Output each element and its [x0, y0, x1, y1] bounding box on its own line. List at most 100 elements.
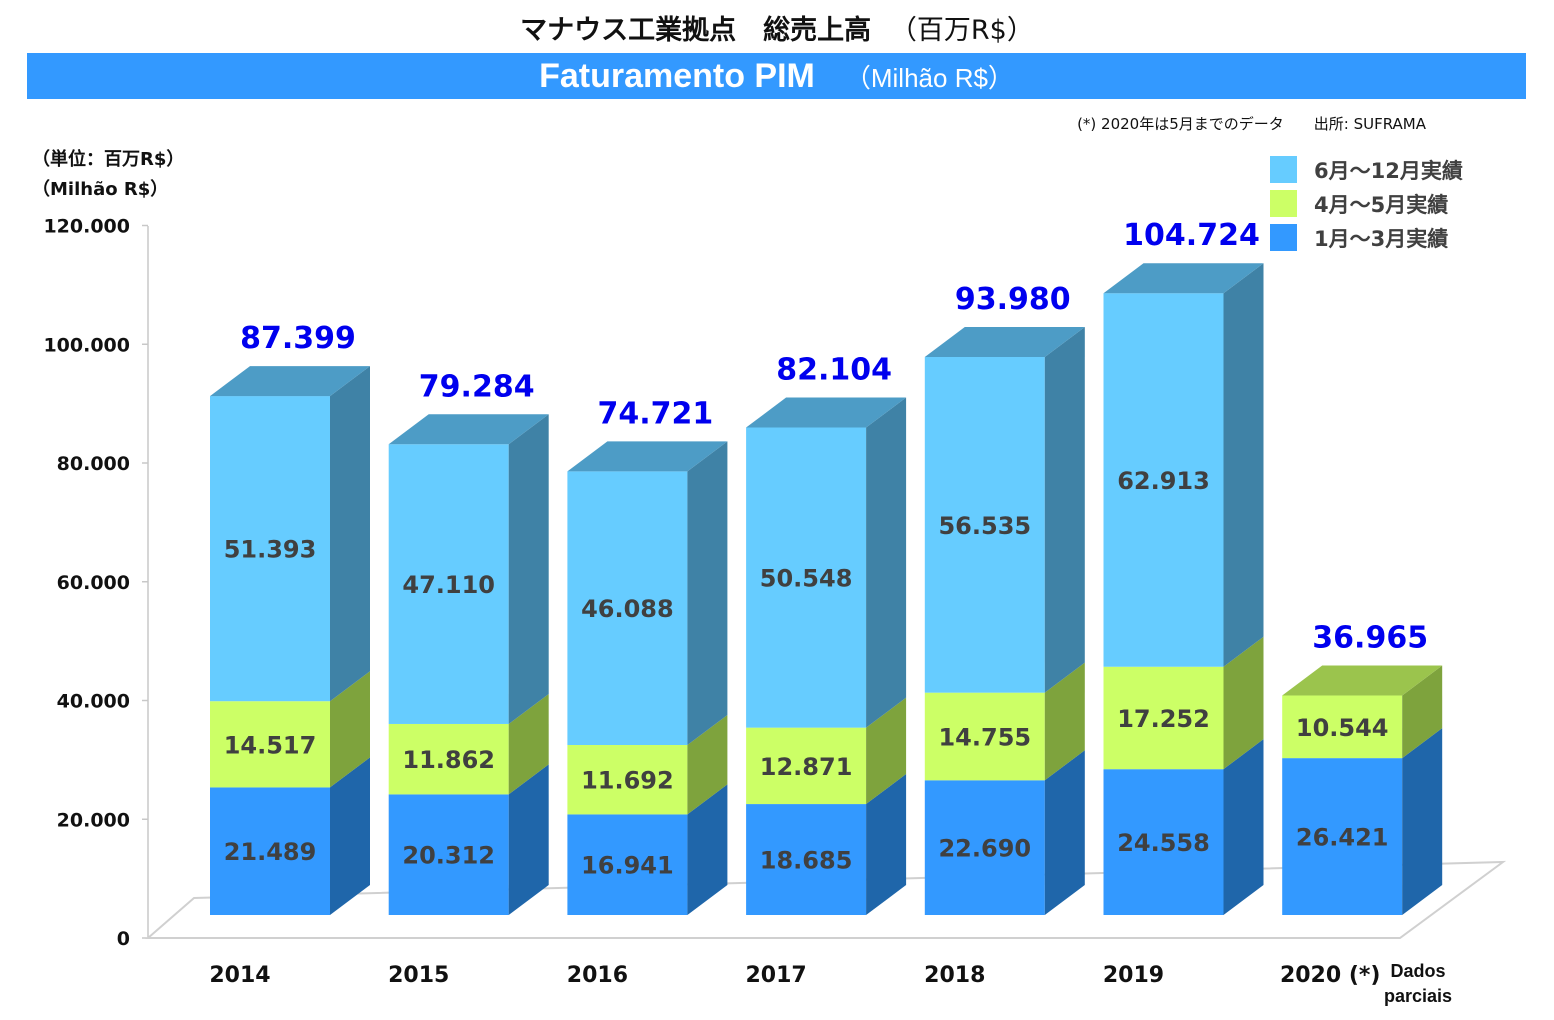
data-label: 20.312: [402, 842, 495, 870]
data-label: 26.421: [1296, 824, 1389, 852]
bar-segment: [210, 701, 330, 788]
bar-segment: [924, 692, 1045, 781]
legend-swatch: [1270, 224, 1297, 251]
bar-segment: [567, 471, 688, 745]
x-tick-label: 2018: [924, 963, 985, 988]
data-label: 16.941: [581, 852, 674, 880]
x-tick-label: 2016: [567, 963, 628, 988]
bar-top: [1282, 665, 1443, 696]
data-label: 22.690: [938, 835, 1031, 863]
data-label: 10.544: [1296, 714, 1389, 742]
bar-segment: [746, 427, 867, 728]
total-label: 104.724: [1123, 218, 1260, 253]
bar-segment: [1282, 758, 1403, 915]
x-tick-label: 2020 (*): [1280, 963, 1381, 988]
y-tick-label: 40.000: [57, 691, 130, 713]
data-label: 46.088: [581, 595, 674, 623]
y-tick-label: 80.000: [57, 453, 130, 475]
bar-top: [210, 366, 370, 397]
chart-title: マナウス工業拠点 総売上高 （百万R$）: [0, 8, 1554, 47]
bar-segment: [388, 444, 509, 724]
x-tick-label: 2017: [745, 963, 806, 988]
bar-side: [1402, 728, 1443, 915]
data-label: 14.755: [938, 723, 1031, 751]
y-tick-label: 0: [117, 928, 130, 950]
total-label: 79.284: [419, 369, 535, 404]
unit-label-jp: （単位：百万R$）: [32, 149, 185, 170]
bar-side: [866, 774, 907, 915]
total-label: 93.980: [955, 282, 1071, 317]
data-label: 14.517: [224, 731, 317, 759]
y-tick-label: 120.000: [43, 216, 130, 238]
bar-segment: [567, 744, 688, 815]
bar-side: [1223, 263, 1264, 667]
bar-segment: [1103, 769, 1224, 915]
bar-segment: [924, 356, 1045, 693]
bar-segment: [1103, 293, 1224, 667]
y-tick-label: 60.000: [57, 572, 130, 594]
banner-title: Faturamento PIM: [539, 57, 815, 95]
data-label: 11.692: [581, 767, 674, 795]
bar-side: [687, 441, 728, 745]
chart-title-unit: （百万R$）: [889, 15, 1034, 46]
bar-segment: [924, 780, 1045, 915]
x-tick-label: 2019: [1103, 963, 1164, 988]
bar-side: [1223, 636, 1264, 770]
legend-label: 6月～12月実績: [1314, 159, 1463, 183]
data-label: 24.558: [1117, 829, 1210, 857]
bar-top: [1103, 263, 1264, 294]
bar-segment: [1103, 666, 1224, 770]
banner-subtitle: （Milhão R$）: [844, 63, 1014, 93]
bar-side: [1402, 665, 1443, 759]
legend-swatch: [1270, 190, 1297, 217]
data-label: 11.862: [402, 746, 495, 774]
bar-side: [330, 757, 370, 915]
data-label: 51.393: [224, 536, 317, 564]
y-tick-label: 100.000: [43, 334, 130, 356]
data-label: 50.548: [760, 565, 853, 593]
data-label: 12.871: [760, 753, 853, 781]
total-label: 36.965: [1312, 621, 1428, 656]
data-label: 17.252: [1117, 705, 1210, 733]
data-label: 56.535: [938, 512, 1031, 540]
legend-label: 1月～3月実績: [1314, 227, 1448, 251]
bar-segment: [746, 727, 867, 805]
bar-top: [388, 414, 549, 445]
bar-segment: [388, 723, 509, 795]
bar-segment: [210, 787, 330, 915]
bar-side: [1044, 662, 1085, 781]
total-label: 74.721: [598, 396, 714, 431]
bar-side: [508, 693, 549, 795]
data-label: 18.685: [760, 847, 853, 875]
bar-side: [687, 784, 728, 915]
total-label: 82.104: [776, 353, 892, 388]
bar-segment: [1282, 695, 1403, 759]
total-label: 87.399: [240, 321, 356, 356]
y-tick-label: 20.000: [57, 809, 130, 831]
bar-side: [1044, 326, 1085, 693]
unit-label-pt: （Milhão R$）: [32, 179, 169, 200]
bar-segment: [746, 804, 867, 915]
x-note-line1: Dados: [1390, 961, 1445, 981]
legend-swatch: [1270, 156, 1297, 183]
bar-side: [330, 366, 370, 702]
source-note: (*) 2020年は5月までのデータ 出所: SUFRAMA: [1077, 115, 1426, 133]
bar-side: [1223, 739, 1264, 915]
bar-side: [330, 671, 370, 788]
data-label: 21.489: [224, 838, 317, 866]
bar-side: [687, 714, 728, 815]
x-tick-label: 2015: [388, 963, 449, 988]
legend-label: 4月～5月実績: [1314, 193, 1448, 217]
bar-side: [1044, 750, 1085, 915]
chart-title-main: マナウス工業拠点 総売上高: [520, 15, 872, 46]
data-label: 47.110: [402, 571, 495, 599]
bar-top: [567, 441, 728, 472]
data-label: 62.913: [1117, 467, 1210, 495]
chart-floor: [145, 860, 1507, 939]
x-tick-label: 2014: [209, 963, 270, 988]
bar-top: [924, 326, 1085, 357]
title-banner: Faturamento PIM （Milhão R$）: [27, 53, 1526, 99]
bar-side: [866, 397, 907, 728]
bar-segment: [210, 396, 330, 702]
